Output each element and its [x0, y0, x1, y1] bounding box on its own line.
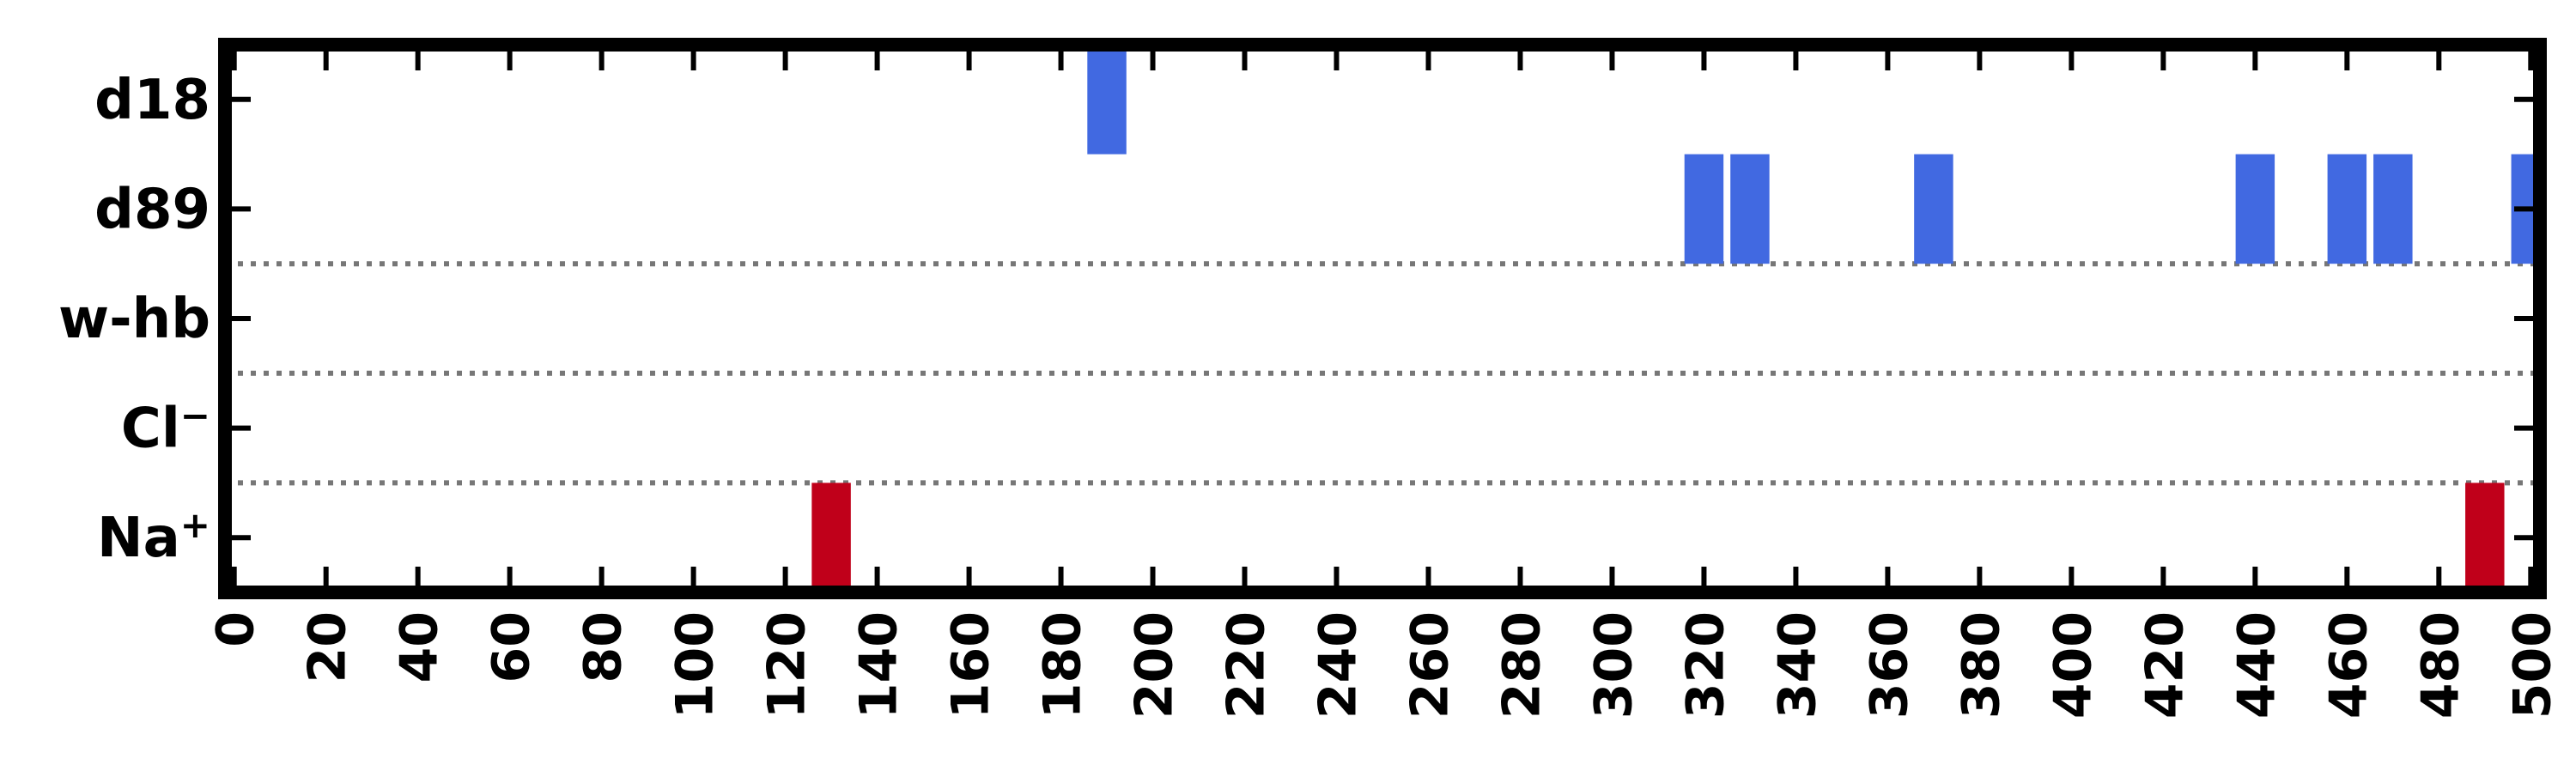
event-bar-d89-330 [1730, 154, 1770, 264]
x-label-380: 380 [1951, 611, 2011, 719]
tick-marks-layer [225, 45, 2540, 592]
plot-frame [218, 38, 2547, 599]
event-bar-d18-190 [1087, 45, 1127, 155]
x-label-140: 140 [849, 611, 909, 719]
x-label-160: 160 [941, 611, 1001, 719]
event-bar-na-130 [811, 483, 851, 592]
x-label-300: 300 [1583, 611, 1643, 719]
x-label-40: 40 [390, 611, 450, 683]
x-label-200: 200 [1125, 611, 1185, 719]
x-label-440: 440 [2227, 611, 2287, 719]
x-label-100: 100 [665, 611, 726, 719]
x-label-60: 60 [482, 611, 542, 683]
event-bar-d89-320 [1684, 154, 1724, 264]
x-label-360: 360 [1859, 611, 1919, 719]
x-tick-labels-layer: 0 20 40 60 80 100 120 140 160 180 200 220 240 260 280 3… [206, 611, 2563, 719]
x-label-400: 400 [2043, 611, 2103, 719]
event-bar-d89-470 [2373, 154, 2413, 264]
y-label-d89: d89 [94, 178, 210, 241]
x-label-480: 480 [2410, 611, 2470, 719]
x-label-220: 220 [1217, 611, 1277, 719]
event-bar-na-490 [2465, 483, 2505, 592]
y-label-na: Na+ [97, 504, 210, 570]
x-label-260: 260 [1400, 611, 1460, 719]
x-label-340: 340 [1767, 611, 1827, 719]
y-label-w-hb: w-hb [58, 288, 210, 351]
event-bar-d89-460 [2327, 154, 2367, 264]
x-label-80: 80 [574, 611, 634, 683]
event-bar-d89-440 [2235, 154, 2275, 264]
separator-layer [225, 261, 2540, 486]
x-label-320: 320 [1675, 611, 1735, 719]
x-label-120: 120 [757, 611, 817, 719]
y-label-cl: Cl− [121, 395, 210, 461]
x-label-420: 420 [2135, 611, 2195, 719]
x-label-460: 460 [2318, 611, 2379, 719]
event-bar-d89-370 [1914, 154, 1953, 264]
x-label-500: 500 [2502, 611, 2562, 719]
x-label-240: 240 [1309, 611, 1369, 719]
y-label-d18: d18 [94, 69, 210, 132]
event-bars-layer [811, 45, 2540, 592]
x-label-180: 180 [1033, 611, 1093, 719]
x-label-0: 0 [206, 611, 266, 647]
x-label-20: 20 [298, 611, 358, 683]
x-label-280: 280 [1492, 611, 1552, 719]
y-tick-labels-layer: d18 d89 w-hb Cl− Na+ [58, 69, 210, 570]
